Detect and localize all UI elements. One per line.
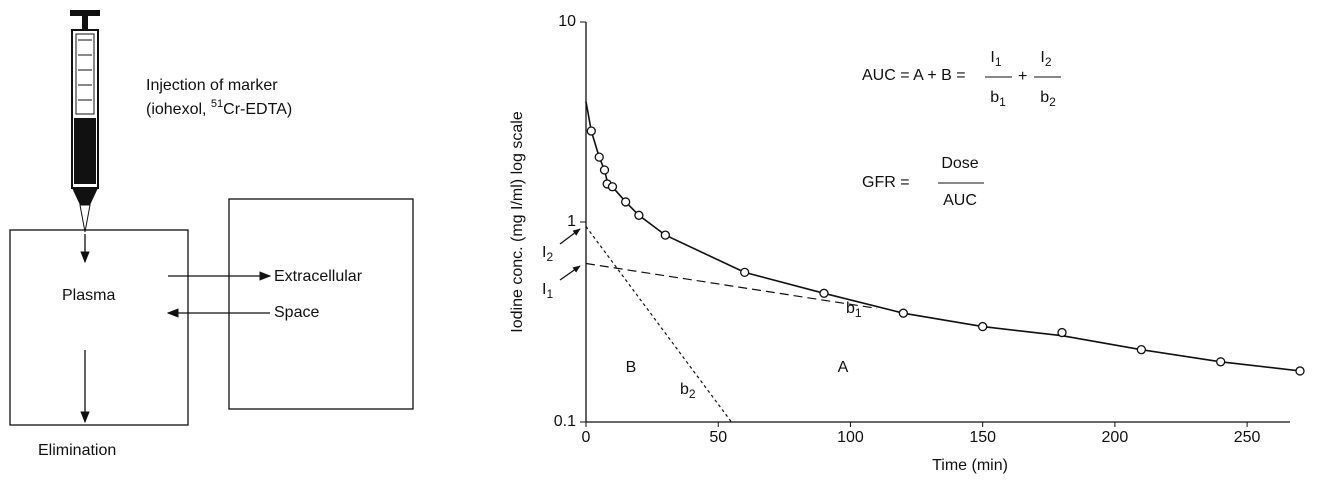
data-point [586,126,596,136]
region-label: B [626,359,637,376]
gfr-prefix: GFR = [862,174,910,191]
y-tick-label: 0.1 [554,413,576,430]
data-point [1057,327,1067,338]
elimination-label: Elimination [38,442,116,459]
x-tick-label: 200 [1102,429,1129,446]
data-point [1216,357,1226,367]
syringe [70,10,100,233]
auc-prefix: AUC = A + B = [862,67,966,84]
fraction-den: b2 [1040,89,1056,109]
intercept-label: I2 [542,244,553,264]
x-tick-label: 100 [837,429,864,446]
plus: + [1018,68,1027,85]
plasma-box [9,229,189,426]
y-axis-label: Iodine conc. (mg I/ml) log scale [509,111,526,333]
plasma-label: Plasma [62,287,115,304]
slope-label: b1 [846,300,862,320]
x-tick-label: 250 [1234,429,1261,446]
chart: Iodine conc. (mg I/ml) log scale Time (m… [509,13,1305,474]
data-point [634,210,644,220]
injection-marker: (iohexol, 51Cr-EDTA) [146,98,292,118]
data-point [978,321,988,332]
x-tick-label: 150 [969,429,996,446]
solid-line [585,101,1301,372]
data-point [599,165,610,175]
x-axis-label: Time (min) [932,457,1008,474]
data-point [660,230,670,240]
data-point [621,197,631,207]
x-tick-label: 0 [582,429,591,446]
dashed-line [585,262,877,309]
y-tick-label: 10 [558,13,576,30]
data-point [898,308,908,318]
fraction-den: b1 [990,89,1006,109]
fraction-num: I1 [990,49,1001,69]
region-label: A [838,359,849,376]
data-point [740,267,750,278]
pointer-arrow [559,265,581,281]
x-tick-label: 50 [709,429,727,446]
data-point [607,182,618,192]
intercept-label: I1 [542,281,553,301]
data-point [1136,345,1146,355]
fraction-num: I2 [1040,49,1051,69]
extracellular-label: Extracellular [274,268,363,285]
slope-label: b2 [680,381,696,401]
pointer-arrow [559,228,581,245]
data-point [1295,366,1305,376]
data-point [594,152,604,162]
data-point [819,288,829,298]
gfr-num: Dose [941,155,978,172]
extracellular-box [228,198,414,410]
space-label: Space [274,304,319,321]
y-tick-label: 1 [567,213,576,230]
gfr-den: AUC [943,192,977,209]
dotted-line [585,226,732,423]
injection-label: Injection of marker [146,77,278,94]
